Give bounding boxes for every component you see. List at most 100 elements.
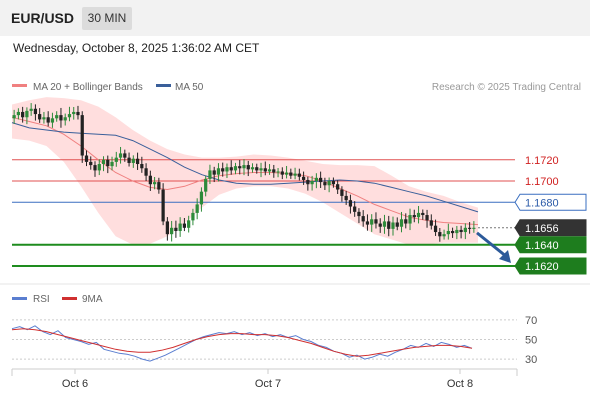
candle — [89, 156, 93, 170]
candle-body — [59, 115, 63, 121]
level-tag-box — [514, 257, 587, 275]
level-tag-box — [514, 219, 587, 237]
candle — [46, 111, 50, 127]
candle-body — [272, 169, 276, 173]
candle — [238, 159, 242, 175]
candle — [404, 213, 408, 229]
candle — [199, 187, 204, 212]
forecast-arrow-shaft — [476, 231, 508, 259]
candle-body — [80, 115, 84, 156]
candles — [12, 103, 476, 242]
candle-body — [276, 171, 280, 173]
candle-body — [467, 227, 472, 229]
candle — [212, 166, 216, 183]
time-tick-oct-6: Oct 6 — [62, 378, 88, 390]
level-tag-1-1620: 1.1620 — [514, 257, 587, 275]
candle-body — [438, 232, 442, 237]
candle — [348, 194, 353, 214]
candle-body — [370, 219, 374, 225]
candle — [204, 175, 208, 197]
candle — [297, 168, 301, 181]
candle — [310, 175, 314, 191]
level-tag-box — [514, 236, 587, 254]
candle-body — [353, 206, 357, 212]
candle-body — [127, 157, 131, 163]
candle — [463, 223, 467, 240]
candle-body — [42, 117, 46, 120]
candle-body — [391, 222, 395, 229]
level-tag-1-1680: 1.1680 — [514, 193, 587, 211]
ma20-legend-label: MA 20 + Bollinger Bands — [33, 82, 143, 93]
forecast-arrow — [476, 231, 511, 263]
candle — [442, 229, 446, 240]
candle — [450, 227, 455, 238]
candle-body — [433, 225, 438, 233]
copyright-label: Research © 2025 Trading Central — [432, 82, 581, 93]
candle — [382, 214, 387, 234]
candle — [276, 168, 280, 178]
candle-body — [212, 170, 216, 175]
rsi-panel: 70 50 30 — [11, 315, 537, 366]
rsi-legend: RSI 9MA — [12, 294, 103, 305]
candle — [29, 103, 33, 116]
candle-body — [450, 230, 455, 234]
candle — [272, 164, 276, 178]
price-levels — [12, 159, 515, 268]
candle — [280, 167, 284, 180]
candle — [301, 171, 306, 185]
candle — [161, 183, 165, 226]
candle — [331, 177, 336, 188]
candle-body — [387, 221, 391, 229]
candle-body — [225, 167, 229, 172]
candle — [135, 152, 140, 170]
candle-body — [55, 115, 59, 119]
candle — [399, 211, 404, 233]
candle-body — [101, 159, 106, 165]
candle-body — [114, 157, 118, 162]
candle-body — [399, 219, 404, 227]
candle — [178, 217, 182, 237]
rsi-legend-label: RSI — [33, 294, 50, 305]
candle — [370, 214, 374, 232]
candle-body — [348, 200, 353, 207]
candle-body — [242, 165, 246, 169]
candle — [314, 173, 318, 189]
candle-body — [306, 179, 310, 185]
candle — [42, 111, 46, 124]
candle-body — [301, 176, 306, 180]
symbol-title: EUR/USD — [11, 10, 75, 26]
candle — [55, 111, 59, 122]
candle-body — [293, 173, 297, 176]
candle — [387, 215, 391, 237]
candle — [327, 177, 331, 193]
candle — [16, 108, 21, 120]
candle — [97, 159, 101, 176]
candle-body — [76, 111, 80, 116]
candle-body — [118, 153, 123, 158]
candle-body — [93, 165, 97, 171]
candle-body — [446, 230, 450, 235]
candle — [33, 104, 38, 121]
candle — [425, 209, 429, 228]
candle-body — [238, 166, 242, 169]
rsi-tick-30: 30 — [525, 354, 537, 366]
ma50-legend-swatch — [156, 84, 171, 87]
timeframe-button[interactable]: 30 MIN — [82, 7, 132, 30]
level-label-1-1700: 1.1700 — [525, 176, 559, 188]
candle — [412, 209, 416, 223]
candle — [340, 186, 344, 202]
candle-body — [97, 164, 101, 171]
candle — [63, 113, 67, 126]
candle — [221, 162, 225, 177]
candle-body — [340, 189, 344, 196]
candle — [165, 217, 169, 241]
time-axis: Oct 6 Oct 7 Oct 8 — [11, 368, 518, 390]
candle-body — [29, 108, 33, 111]
candle-body — [135, 158, 140, 165]
candle — [250, 163, 255, 173]
candle — [216, 163, 221, 182]
candle — [255, 163, 259, 174]
candle — [446, 223, 450, 240]
rsi-legend-swatch — [12, 297, 27, 300]
candle-body — [152, 182, 157, 185]
